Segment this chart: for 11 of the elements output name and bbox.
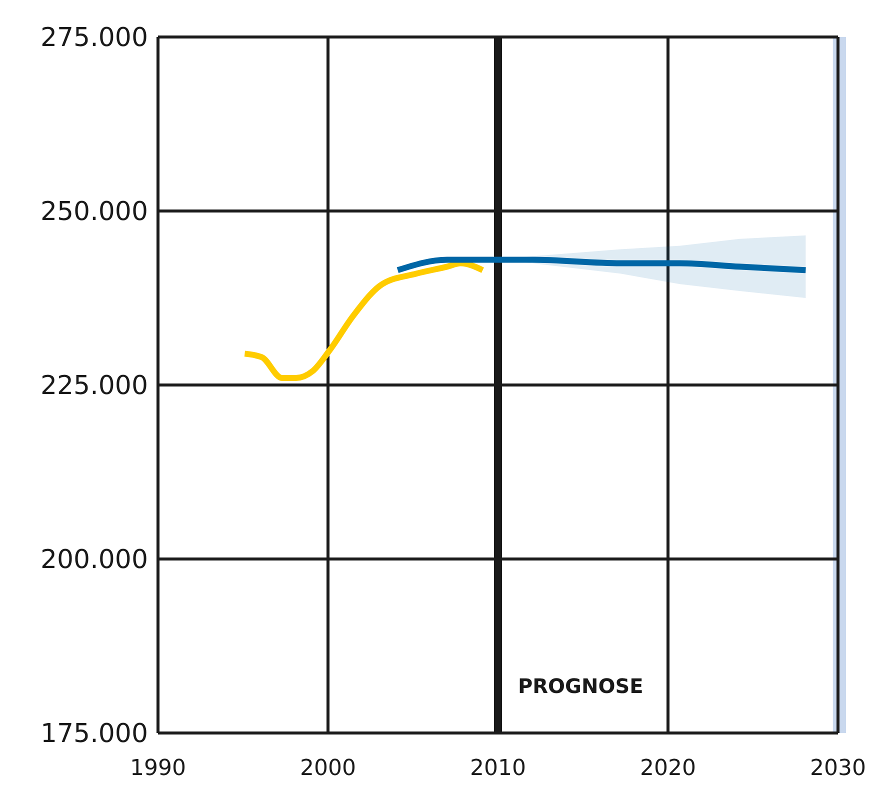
y-tick-label: 225.000 xyxy=(40,371,148,401)
y-tick-label: 250.000 xyxy=(40,197,148,227)
x-tick-label: 2020 xyxy=(640,756,696,781)
x-tick-label: 2030 xyxy=(810,756,866,781)
ref-line-label: PROGNOSE xyxy=(518,674,644,698)
x-tick-label: 2010 xyxy=(470,756,526,781)
x-tick-label: 2000 xyxy=(300,756,356,781)
y-tick-label: 275.000 xyxy=(40,23,148,53)
y-tick-label: 175.000 xyxy=(40,719,148,749)
y-tick-label: 200.000 xyxy=(40,545,148,575)
x-tick-label: 1990 xyxy=(130,756,186,781)
